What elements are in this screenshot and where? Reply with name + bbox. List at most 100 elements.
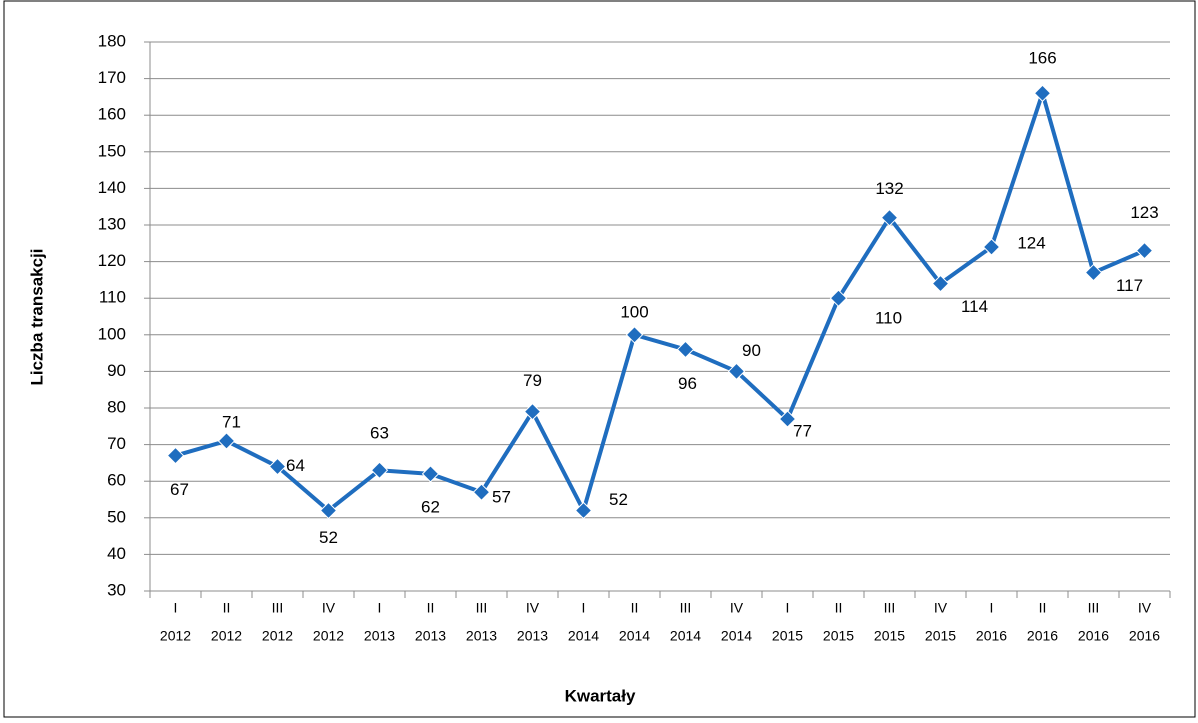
- x-tick-label: 2012: [160, 628, 191, 644]
- marker: [523, 402, 542, 421]
- marker: [778, 410, 797, 428]
- y-tick-label: 150: [98, 141, 126, 160]
- y-tick-label: 120: [98, 251, 126, 270]
- marker: [472, 483, 491, 501]
- marker: [1135, 241, 1154, 260]
- data-label: 110: [875, 309, 902, 328]
- data-label: 57: [492, 488, 511, 507]
- x-tick-label: 2014: [721, 628, 752, 644]
- data-label: 64: [286, 456, 305, 475]
- y-tick-label: 80: [107, 397, 126, 416]
- x-tick-label: III: [1088, 600, 1100, 616]
- data-label: 166: [1028, 49, 1056, 68]
- x-tick-label: II: [1039, 600, 1047, 616]
- y-tick-label: 30: [107, 580, 126, 599]
- marker: [931, 274, 950, 293]
- data-label: 71: [222, 412, 241, 431]
- x-tick-label: 2014: [619, 628, 650, 644]
- x-tick-label: 2013: [466, 628, 497, 644]
- marker: [166, 446, 185, 465]
- x-tick-label: 2016: [1129, 628, 1160, 644]
- x-tick-label: II: [835, 600, 843, 616]
- x-axis-title: Kwartały: [565, 686, 636, 705]
- y-tick-label: 40: [107, 544, 126, 563]
- x-tick-label: 2012: [313, 628, 344, 644]
- data-label: 100: [620, 302, 648, 321]
- x-tick-label: IV: [1138, 600, 1152, 616]
- y-tick-label: 180: [98, 31, 126, 50]
- x-tick-label: IV: [526, 600, 540, 616]
- y-tick-label: 70: [107, 434, 126, 453]
- marker: [625, 326, 644, 344]
- marker: [268, 457, 287, 476]
- x-tick-label: I: [174, 600, 178, 616]
- x-tick-label: III: [272, 600, 284, 616]
- x-tick-label: II: [427, 600, 435, 616]
- x-tick-label: I: [378, 600, 382, 616]
- x-tick-label: 2012: [262, 628, 293, 644]
- marker: [880, 208, 899, 227]
- data-label: 63: [370, 424, 389, 443]
- data-label: 123: [1130, 203, 1158, 222]
- y-tick-label: 130: [98, 214, 126, 233]
- x-tick-label: 2014: [568, 628, 599, 644]
- y-tick-label: 170: [98, 68, 126, 87]
- x-tick-label: I: [582, 600, 586, 616]
- marker: [982, 238, 1001, 256]
- data-label: 117: [1116, 276, 1143, 295]
- x-tick-label: IV: [322, 600, 336, 616]
- data-label: 52: [319, 528, 338, 547]
- x-tick-label: 2013: [415, 628, 446, 644]
- x-tick-label: 2015: [823, 628, 854, 644]
- y-tick-label: 50: [107, 507, 126, 526]
- data-label: 124: [1017, 233, 1045, 252]
- y-tick-label: 60: [107, 471, 126, 490]
- marker: [829, 289, 848, 307]
- data-label: 77: [793, 421, 812, 440]
- marker: [421, 465, 440, 483]
- x-tick-label: III: [884, 600, 896, 616]
- x-tick-label: 2013: [364, 628, 395, 644]
- x-tick-label: 2016: [1078, 628, 1109, 644]
- marker: [217, 432, 236, 450]
- y-tick-label: 110: [99, 288, 126, 307]
- data-label: 62: [421, 497, 440, 516]
- marker: [676, 340, 695, 359]
- x-tick-label: IV: [934, 600, 948, 616]
- x-tick-label: III: [476, 600, 488, 616]
- data-label: 114: [961, 297, 988, 316]
- line: [174, 91, 1146, 513]
- x-tick-label: I: [990, 600, 994, 616]
- x-tick-label: II: [631, 600, 639, 616]
- data-label: 67: [170, 480, 189, 499]
- x-tick-label: II: [223, 600, 231, 616]
- y-tick-label: 140: [98, 178, 126, 197]
- x-tick-label: 2015: [772, 628, 803, 644]
- data-label: 52: [609, 490, 628, 509]
- x-tick-label: I: [786, 600, 790, 616]
- x-tick-label: 2015: [925, 628, 956, 644]
- marker: [574, 501, 593, 520]
- x-tick-label: 2012: [211, 628, 242, 644]
- data-label: 79: [523, 371, 542, 390]
- x-tick-label: III: [680, 600, 692, 616]
- x-tick-label: IV: [730, 600, 744, 616]
- y-axis-title: Liczba transakcji: [27, 248, 46, 385]
- y-tick-label: 160: [98, 105, 126, 124]
- x-tick-label: 2014: [670, 628, 701, 644]
- data-label: 90: [742, 341, 761, 360]
- x-tick-label: 2016: [1027, 628, 1058, 644]
- data-label: 132: [875, 179, 903, 198]
- x-tick-label: 2016: [976, 628, 1007, 644]
- x-tick-label: 2015: [874, 628, 905, 644]
- chart-border: [3, 0, 1196, 718]
- marker: [1033, 84, 1052, 102]
- data-label: 96: [678, 374, 697, 393]
- y-tick-label: 90: [107, 361, 126, 380]
- x-tick-label: 2013: [517, 628, 548, 644]
- marker: [370, 461, 389, 479]
- marker: [727, 362, 746, 381]
- y-tick-label: 100: [98, 324, 126, 343]
- marker: [1084, 263, 1103, 282]
